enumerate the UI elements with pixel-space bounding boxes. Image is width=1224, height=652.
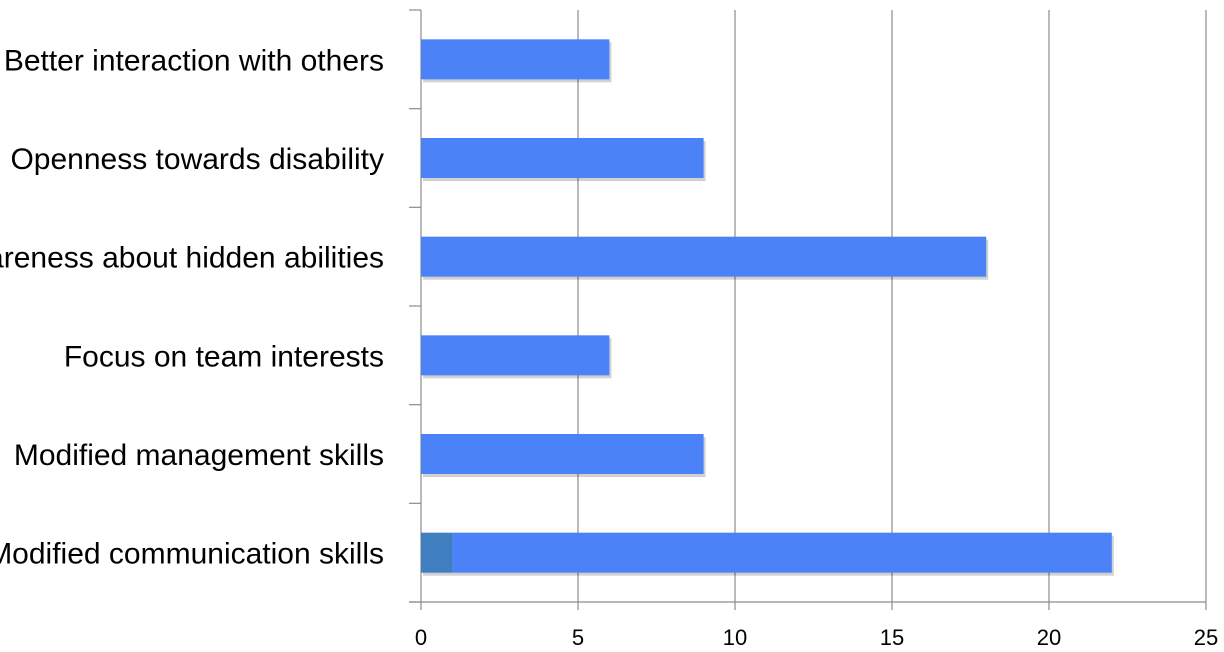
bar: [421, 532, 453, 573]
x-tick-label: 20: [1037, 625, 1061, 650]
bar: [421, 434, 704, 474]
category-label: Focus on team interests: [64, 340, 384, 373]
gridlines: [577, 10, 1207, 602]
bar: [421, 236, 987, 277]
x-tick-label: 15: [880, 625, 904, 650]
axes: [409, 9, 1207, 610]
x-tick-label: 0: [415, 625, 427, 650]
bar: [452, 532, 1112, 573]
x-tick-labels: 0 5 10 15 20 25: [415, 625, 1218, 650]
category-label: Awareness about hidden abilities: [0, 242, 384, 275]
category-label: Modified communication skills: [0, 538, 384, 571]
x-tick-label: 25: [1194, 625, 1218, 650]
x-tick-label: 10: [723, 625, 747, 650]
x-tick-label: 5: [572, 625, 584, 650]
category-label: Better interaction with others: [4, 44, 384, 77]
bar: [421, 335, 610, 376]
bars: [421, 39, 1114, 576]
bar: [421, 39, 610, 80]
category-labels: Better interaction with others Openness t…: [0, 44, 384, 570]
category-label: Modified management skills: [14, 439, 384, 472]
bar: [421, 138, 704, 178]
category-label: Openness towards disability: [10, 143, 384, 176]
